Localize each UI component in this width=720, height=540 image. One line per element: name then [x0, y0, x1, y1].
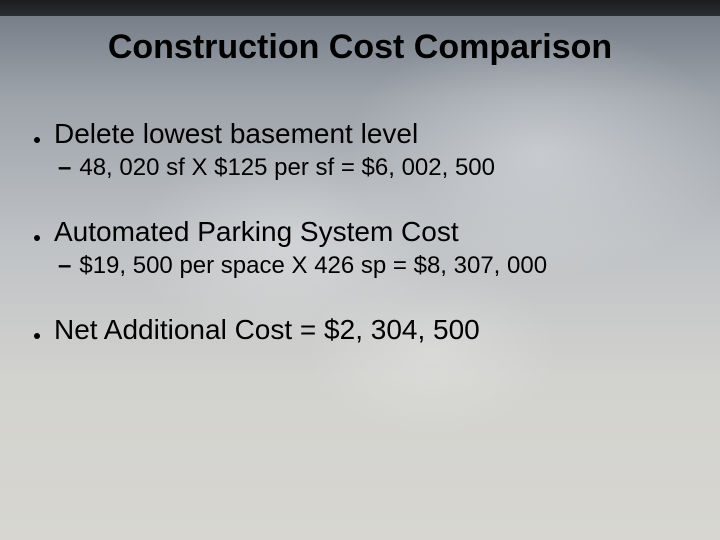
slide: Construction Cost Comparison Delete lowe…	[0, 0, 720, 540]
dash-icon: –	[58, 154, 71, 182]
sub-bullet-item: – $19, 500 per space X 426 sp = $8, 307,…	[58, 252, 690, 280]
bullet-dot-icon	[34, 333, 40, 339]
bullet-dot-icon	[34, 137, 40, 143]
slide-title: Construction Cost Comparison	[0, 28, 720, 67]
bullet-text: Delete lowest basement level	[54, 118, 418, 150]
sub-bullet-text: $19, 500 per space X 426 sp = $8, 307, 0…	[79, 252, 547, 280]
bullet-item: Delete lowest basement level	[34, 118, 690, 150]
bullet-item: Net Additional Cost = $2, 304, 500	[34, 314, 690, 346]
bullet-item: Automated Parking System Cost	[34, 216, 690, 248]
spacer	[34, 280, 690, 314]
bullet-text: Net Additional Cost = $2, 304, 500	[54, 314, 480, 346]
bullet-dot-icon	[34, 235, 40, 241]
slide-top-bar	[0, 0, 720, 16]
spacer	[34, 182, 690, 216]
slide-body: Delete lowest basement level – 48, 020 s…	[34, 118, 690, 346]
sub-bullet-text: 48, 020 sf X $125 per sf = $6, 002, 500	[79, 154, 495, 182]
dash-icon: –	[58, 252, 71, 280]
sub-bullet-item: – 48, 020 sf X $125 per sf = $6, 002, 50…	[58, 154, 690, 182]
bullet-text: Automated Parking System Cost	[54, 216, 459, 248]
